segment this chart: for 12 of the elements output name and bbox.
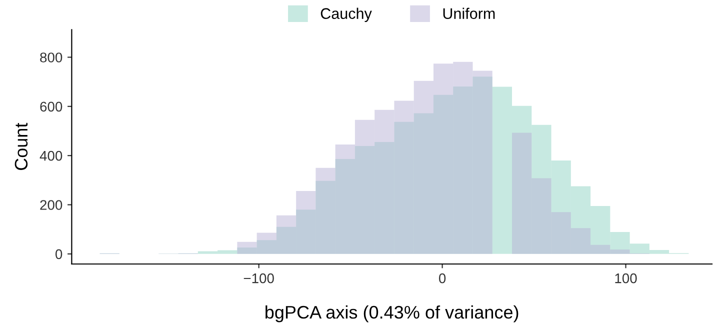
- y-axis-title: Count: [14, 122, 28, 170]
- y-tick-label: 600: [40, 102, 62, 112]
- y-tick-label: 800: [40, 52, 62, 62]
- legend-label: Uniform: [443, 8, 495, 20]
- y-tick-label: 0: [55, 249, 62, 260]
- y-tick-label: 200: [40, 200, 62, 210]
- legend-label: Cauchy: [320, 8, 372, 22]
- x-tick-label: 0: [438, 273, 446, 284]
- x-tick-label: −100: [244, 273, 274, 284]
- x-axis-title: bgPCA axis (0.43% of variance): [266, 305, 518, 322]
- x-tick-label: 100: [615, 273, 637, 284]
- y-tick-label: 400: [40, 150, 62, 161]
